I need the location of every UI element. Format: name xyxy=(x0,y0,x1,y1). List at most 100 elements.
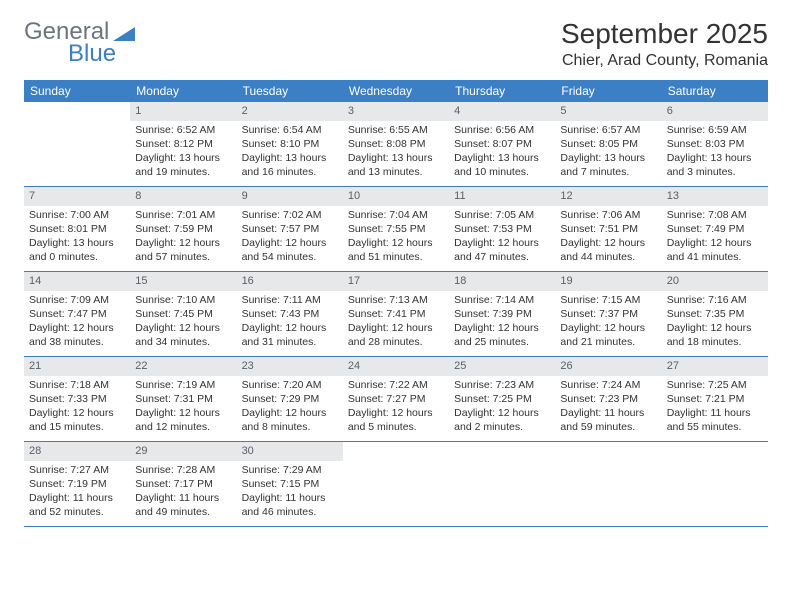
day-body: Sunrise: 7:28 AMSunset: 7:17 PMDaylight:… xyxy=(130,461,236,524)
sunset-text: Sunset: 8:08 PM xyxy=(348,137,444,151)
sunset-text: Sunset: 7:17 PM xyxy=(135,477,231,491)
weekday-header: Wednesday xyxy=(343,80,449,102)
month-title: September 2025 xyxy=(561,18,768,50)
day-number: 16 xyxy=(237,272,343,291)
day-cell: 7Sunrise: 7:00 AMSunset: 8:01 PMDaylight… xyxy=(24,187,130,271)
day-number: 23 xyxy=(237,357,343,376)
day-cell xyxy=(449,442,555,526)
day-cell: 26Sunrise: 7:24 AMSunset: 7:23 PMDayligh… xyxy=(555,357,661,441)
daylight-text: Daylight: 11 hours and 55 minutes. xyxy=(667,406,763,434)
day-number: 18 xyxy=(449,272,555,291)
day-number: 1 xyxy=(130,102,236,121)
sunrise-text: Sunrise: 7:10 AM xyxy=(135,293,231,307)
sunset-text: Sunset: 7:55 PM xyxy=(348,222,444,236)
daylight-text: Daylight: 12 hours and 15 minutes. xyxy=(29,406,125,434)
daylight-text: Daylight: 13 hours and 10 minutes. xyxy=(454,151,550,179)
week-row: 28Sunrise: 7:27 AMSunset: 7:19 PMDayligh… xyxy=(24,442,768,527)
day-number: 9 xyxy=(237,187,343,206)
day-number: 29 xyxy=(130,442,236,461)
sunrise-text: Sunrise: 6:54 AM xyxy=(242,123,338,137)
day-cell: 9Sunrise: 7:02 AMSunset: 7:57 PMDaylight… xyxy=(237,187,343,271)
day-number xyxy=(24,102,130,106)
day-number: 7 xyxy=(24,187,130,206)
day-cell: 10Sunrise: 7:04 AMSunset: 7:55 PMDayligh… xyxy=(343,187,449,271)
daylight-text: Daylight: 12 hours and 47 minutes. xyxy=(454,236,550,264)
sunrise-text: Sunrise: 7:28 AM xyxy=(135,463,231,477)
sunrise-text: Sunrise: 7:08 AM xyxy=(667,208,763,222)
daylight-text: Daylight: 12 hours and 34 minutes. xyxy=(135,321,231,349)
day-cell: 18Sunrise: 7:14 AMSunset: 7:39 PMDayligh… xyxy=(449,272,555,356)
day-cell: 28Sunrise: 7:27 AMSunset: 7:19 PMDayligh… xyxy=(24,442,130,526)
daylight-text: Daylight: 13 hours and 16 minutes. xyxy=(242,151,338,179)
sunrise-text: Sunrise: 7:06 AM xyxy=(560,208,656,222)
sunset-text: Sunset: 8:05 PM xyxy=(560,137,656,151)
day-body: Sunrise: 7:04 AMSunset: 7:55 PMDaylight:… xyxy=(343,206,449,269)
sunrise-text: Sunrise: 7:13 AM xyxy=(348,293,444,307)
day-body: Sunrise: 6:52 AMSunset: 8:12 PMDaylight:… xyxy=(130,121,236,184)
calendar: Sunday Monday Tuesday Wednesday Thursday… xyxy=(24,80,768,527)
daylight-text: Daylight: 12 hours and 41 minutes. xyxy=(667,236,763,264)
sunrise-text: Sunrise: 6:56 AM xyxy=(454,123,550,137)
week-row: 14Sunrise: 7:09 AMSunset: 7:47 PMDayligh… xyxy=(24,272,768,357)
logo-text-blue: Blue xyxy=(68,40,116,68)
sunrise-text: Sunrise: 7:02 AM xyxy=(242,208,338,222)
sunrise-text: Sunrise: 6:59 AM xyxy=(667,123,763,137)
daylight-text: Daylight: 12 hours and 12 minutes. xyxy=(135,406,231,434)
day-cell: 17Sunrise: 7:13 AMSunset: 7:41 PMDayligh… xyxy=(343,272,449,356)
day-cell: 4Sunrise: 6:56 AMSunset: 8:07 PMDaylight… xyxy=(449,102,555,186)
day-body: Sunrise: 7:06 AMSunset: 7:51 PMDaylight:… xyxy=(555,206,661,269)
day-number: 30 xyxy=(237,442,343,461)
day-cell: 27Sunrise: 7:25 AMSunset: 7:21 PMDayligh… xyxy=(662,357,768,441)
day-body: Sunrise: 6:57 AMSunset: 8:05 PMDaylight:… xyxy=(555,121,661,184)
sunrise-text: Sunrise: 6:52 AM xyxy=(135,123,231,137)
sunrise-text: Sunrise: 7:01 AM xyxy=(135,208,231,222)
day-cell xyxy=(555,442,661,526)
day-body: Sunrise: 7:24 AMSunset: 7:23 PMDaylight:… xyxy=(555,376,661,439)
sunrise-text: Sunrise: 7:19 AM xyxy=(135,378,231,392)
sunrise-text: Sunrise: 6:57 AM xyxy=(560,123,656,137)
day-number: 12 xyxy=(555,187,661,206)
sunset-text: Sunset: 7:21 PM xyxy=(667,392,763,406)
sunrise-text: Sunrise: 7:11 AM xyxy=(242,293,338,307)
day-body: Sunrise: 6:59 AMSunset: 8:03 PMDaylight:… xyxy=(662,121,768,184)
day-cell: 30Sunrise: 7:29 AMSunset: 7:15 PMDayligh… xyxy=(237,442,343,526)
day-number: 15 xyxy=(130,272,236,291)
day-cell xyxy=(662,442,768,526)
day-body: Sunrise: 7:18 AMSunset: 7:33 PMDaylight:… xyxy=(24,376,130,439)
day-cell: 25Sunrise: 7:23 AMSunset: 7:25 PMDayligh… xyxy=(449,357,555,441)
header: General Blue September 2025 Chier, Arad … xyxy=(24,18,768,70)
sunrise-text: Sunrise: 7:27 AM xyxy=(29,463,125,477)
day-body: Sunrise: 7:09 AMSunset: 7:47 PMDaylight:… xyxy=(24,291,130,354)
day-number: 21 xyxy=(24,357,130,376)
sunset-text: Sunset: 8:10 PM xyxy=(242,137,338,151)
sunrise-text: Sunrise: 7:09 AM xyxy=(29,293,125,307)
day-cell: 3Sunrise: 6:55 AMSunset: 8:08 PMDaylight… xyxy=(343,102,449,186)
weekday-header-row: Sunday Monday Tuesday Wednesday Thursday… xyxy=(24,80,768,102)
day-body: Sunrise: 7:00 AMSunset: 8:01 PMDaylight:… xyxy=(24,206,130,269)
day-body: Sunrise: 7:14 AMSunset: 7:39 PMDaylight:… xyxy=(449,291,555,354)
daylight-text: Daylight: 12 hours and 31 minutes. xyxy=(242,321,338,349)
title-block: September 2025 Chier, Arad County, Roman… xyxy=(561,18,768,70)
sunrise-text: Sunrise: 7:23 AM xyxy=(454,378,550,392)
sunrise-text: Sunrise: 7:05 AM xyxy=(454,208,550,222)
sunrise-text: Sunrise: 7:20 AM xyxy=(242,378,338,392)
daylight-text: Daylight: 13 hours and 13 minutes. xyxy=(348,151,444,179)
day-number xyxy=(343,442,449,446)
sunset-text: Sunset: 7:47 PM xyxy=(29,307,125,321)
day-number: 4 xyxy=(449,102,555,121)
weekday-header: Tuesday xyxy=(237,80,343,102)
sunrise-text: Sunrise: 7:14 AM xyxy=(454,293,550,307)
day-body: Sunrise: 6:54 AMSunset: 8:10 PMDaylight:… xyxy=(237,121,343,184)
day-body: Sunrise: 7:22 AMSunset: 7:27 PMDaylight:… xyxy=(343,376,449,439)
day-cell: 1Sunrise: 6:52 AMSunset: 8:12 PMDaylight… xyxy=(130,102,236,186)
day-cell: 13Sunrise: 7:08 AMSunset: 7:49 PMDayligh… xyxy=(662,187,768,271)
day-cell: 19Sunrise: 7:15 AMSunset: 7:37 PMDayligh… xyxy=(555,272,661,356)
day-body: Sunrise: 7:02 AMSunset: 7:57 PMDaylight:… xyxy=(237,206,343,269)
day-number: 5 xyxy=(555,102,661,121)
day-number xyxy=(449,442,555,446)
sunrise-text: Sunrise: 7:16 AM xyxy=(667,293,763,307)
sunset-text: Sunset: 7:31 PM xyxy=(135,392,231,406)
sunset-text: Sunset: 7:49 PM xyxy=(667,222,763,236)
day-number: 20 xyxy=(662,272,768,291)
day-body: Sunrise: 7:10 AMSunset: 7:45 PMDaylight:… xyxy=(130,291,236,354)
